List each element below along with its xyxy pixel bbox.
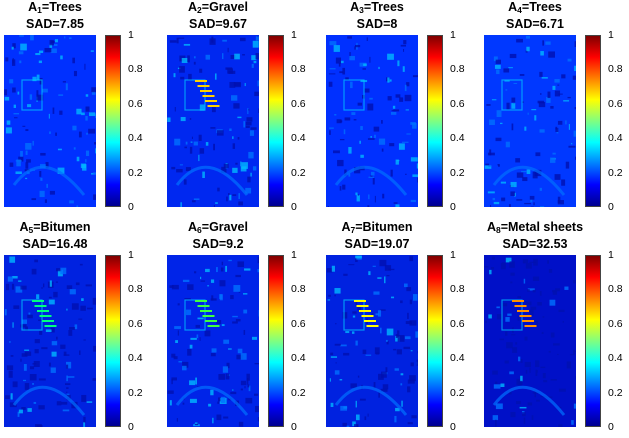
colorbar-tick: 1 xyxy=(450,250,456,260)
colorbar xyxy=(427,35,443,207)
panel-sad: SAD=16.48 xyxy=(0,237,110,251)
colorbar-tick: 0.2 xyxy=(608,168,623,178)
colorbar xyxy=(585,255,601,427)
abundance-map xyxy=(326,35,418,207)
panel-title: A7=Bitumen xyxy=(322,220,432,237)
colorbar-tick: 0.8 xyxy=(128,284,143,294)
colorbar-tick: 0 xyxy=(450,202,456,212)
panel-sad: SAD=6.71 xyxy=(480,17,590,31)
panel-a5: A5=Bitumen SAD=16.48 1 0.8 0.6 0.4 0.2 0 xyxy=(0,220,157,438)
abundance-map xyxy=(167,35,259,207)
panel-sad: SAD=9.2 xyxy=(163,237,273,251)
panel-a4: A4=Trees SAD=6.71 1 0.8 0.6 0.4 0.2 0 xyxy=(480,0,629,218)
colorbar-tick: 0.8 xyxy=(608,284,623,294)
colorbar-tick: 0.4 xyxy=(128,133,143,143)
panel-a6: A6=Gravel SAD=9.2 1 0.8 0.6 0.4 0.2 0 xyxy=(163,220,320,438)
colorbar xyxy=(268,35,284,207)
colorbar-tick: 0.2 xyxy=(128,388,143,398)
panel-title: A5=Bitumen xyxy=(0,220,110,237)
colorbar-tick: 1 xyxy=(450,30,456,40)
colorbar-tick: 0.2 xyxy=(291,388,306,398)
colorbar-tick: 0.4 xyxy=(291,353,306,363)
colorbar-tick: 1 xyxy=(608,250,614,260)
colorbar-tick: 0.2 xyxy=(291,168,306,178)
colorbar-tick: 0.6 xyxy=(450,99,465,109)
colorbar xyxy=(585,35,601,207)
abundance-map xyxy=(484,35,576,207)
panel-title: A2=Gravel xyxy=(163,0,273,17)
colorbar-tick: 0.2 xyxy=(450,388,465,398)
colorbar-tick: 0 xyxy=(608,422,614,432)
colorbar-tick: 0 xyxy=(291,422,297,432)
colorbar-tick: 1 xyxy=(291,250,297,260)
colorbar-tick: 0.2 xyxy=(128,168,143,178)
panel-title: A3=Trees xyxy=(322,0,432,17)
colorbar-tick: 1 xyxy=(608,30,614,40)
panel-title: A4=Trees xyxy=(480,0,590,17)
panel-a2: A2=Gravel SAD=9.67 1 0.8 0.6 0.4 0.2 0 xyxy=(163,0,320,218)
abundance-map xyxy=(326,255,418,427)
colorbar-tick: 0.6 xyxy=(608,99,623,109)
colorbar-tick: 0.8 xyxy=(608,64,623,74)
abundance-map xyxy=(4,255,96,427)
panel-sad: SAD=8 xyxy=(322,17,432,31)
panel-a7: A7=Bitumen SAD=19.07 1 0.8 0.6 0.4 0.2 0 xyxy=(322,220,479,438)
colorbar-tick: 1 xyxy=(128,250,134,260)
abundance-map xyxy=(167,255,259,427)
colorbar xyxy=(105,35,121,207)
colorbar-tick: 0 xyxy=(450,422,456,432)
colorbar-tick: 0.6 xyxy=(291,99,306,109)
colorbar xyxy=(105,255,121,427)
panel-title: A6=Gravel xyxy=(163,220,273,237)
colorbar-tick: 0.8 xyxy=(291,64,306,74)
panel-title: A1=Trees xyxy=(0,0,110,17)
colorbar-tick: 0.2 xyxy=(450,168,465,178)
colorbar-tick: 0.6 xyxy=(608,319,623,329)
colorbar-tick: 0.2 xyxy=(608,388,623,398)
panel-sad: SAD=7.85 xyxy=(0,17,110,31)
colorbar-tick: 0.6 xyxy=(450,319,465,329)
colorbar xyxy=(427,255,443,427)
colorbar-tick: 0 xyxy=(128,202,134,212)
colorbar-tick: 0.8 xyxy=(128,64,143,74)
colorbar-tick: 0.6 xyxy=(128,319,143,329)
colorbar-tick: 1 xyxy=(291,30,297,40)
panel-sad: SAD=9.67 xyxy=(163,17,273,31)
panel-a1: A1=Trees SAD=7.85 1 0.8 0.6 0.4 0.2 0 xyxy=(0,0,157,218)
colorbar-tick: 0.4 xyxy=(450,133,465,143)
colorbar-tick: 0.4 xyxy=(450,353,465,363)
panel-sad: SAD=19.07 xyxy=(322,237,432,251)
panel-a8: A8=Metal sheets SAD=32.53 1 0.8 0.6 0.4 … xyxy=(480,220,629,438)
colorbar-tick: 0.6 xyxy=(291,319,306,329)
abundance-map xyxy=(4,35,96,207)
colorbar-tick: 0.4 xyxy=(128,353,143,363)
colorbar-tick: 0 xyxy=(128,422,134,432)
colorbar-tick: 0.4 xyxy=(608,353,623,363)
colorbar xyxy=(268,255,284,427)
colorbar-tick: 0 xyxy=(291,202,297,212)
colorbar-tick: 0 xyxy=(608,202,614,212)
panel-a3: A3=Trees SAD=8 1 0.8 0.6 0.4 0.2 0 xyxy=(322,0,479,218)
colorbar-tick: 0.4 xyxy=(291,133,306,143)
abundance-map xyxy=(484,255,576,427)
colorbar-tick: 0.8 xyxy=(291,284,306,294)
panel-sad: SAD=32.53 xyxy=(480,237,590,251)
panel-title: A8=Metal sheets xyxy=(480,220,590,237)
colorbar-tick: 0.4 xyxy=(608,133,623,143)
colorbar-tick: 0.6 xyxy=(128,99,143,109)
colorbar-tick: 0.8 xyxy=(450,64,465,74)
colorbar-tick: 0.8 xyxy=(450,284,465,294)
colorbar-tick: 1 xyxy=(128,30,134,40)
